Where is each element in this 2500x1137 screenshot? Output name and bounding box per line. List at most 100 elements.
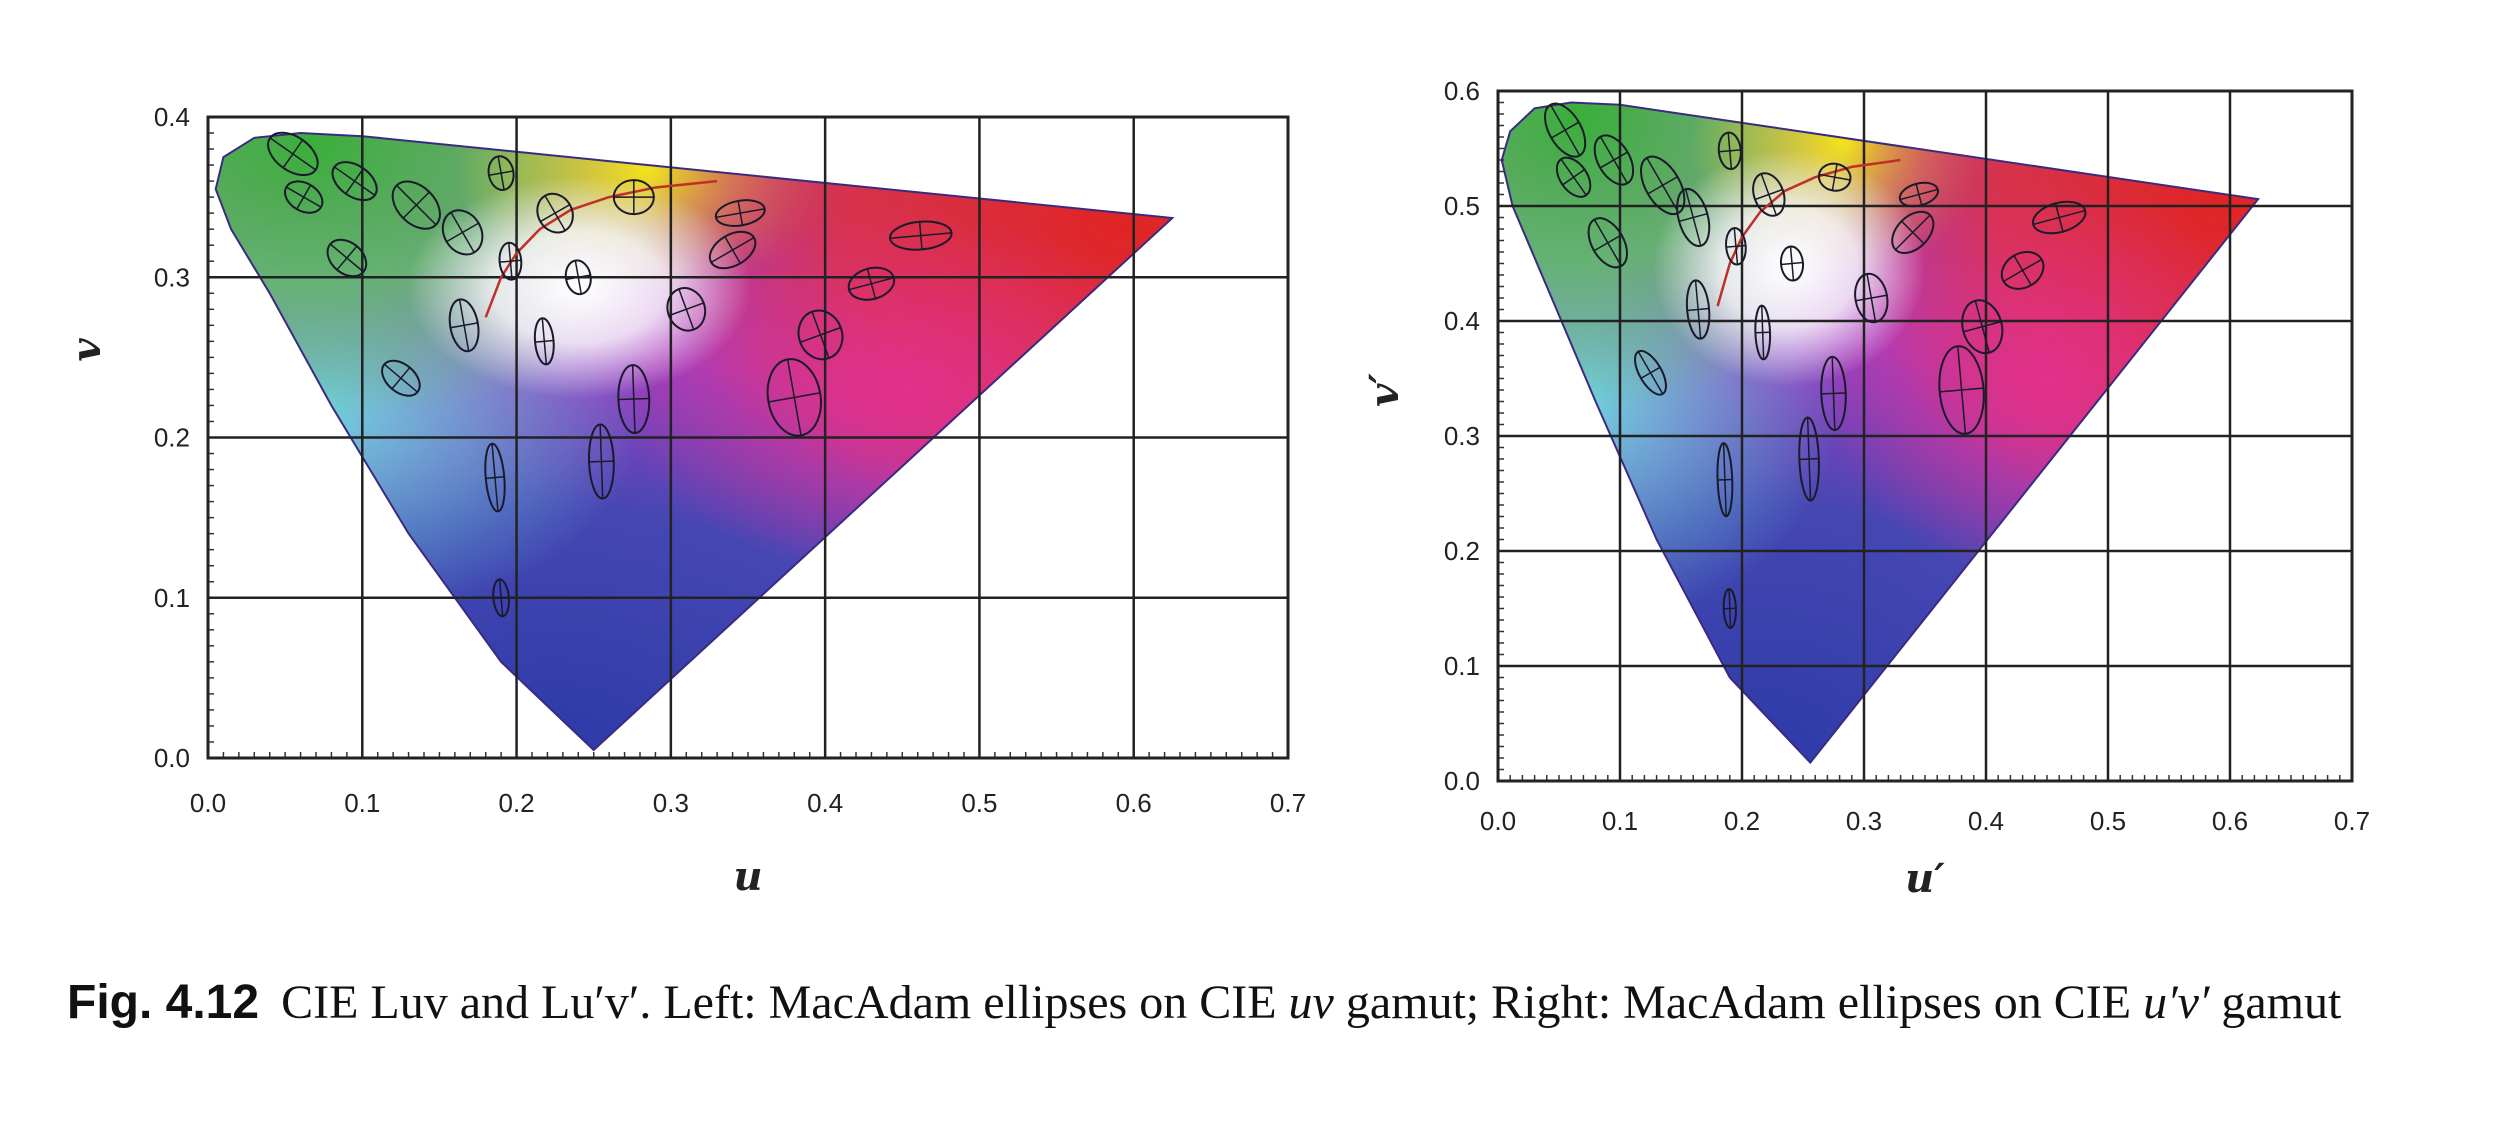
ellipse-minor-axis bbox=[1915, 183, 1923, 206]
x-axis-label: u bbox=[733, 853, 762, 900]
ellipse-outline bbox=[2000, 250, 2045, 290]
ellipse-minor-axis bbox=[1647, 176, 1678, 195]
macadam-ellipse bbox=[1779, 245, 1805, 282]
y-tick-label: 0.3 bbox=[154, 262, 190, 292]
ellipse-minor-axis bbox=[499, 259, 522, 263]
macadam-ellipse bbox=[1752, 172, 1786, 217]
ellipse-minor-axis bbox=[1726, 244, 1746, 248]
macadam-ellipse bbox=[1676, 187, 1711, 248]
ellipse-minor-axis bbox=[1799, 457, 1819, 461]
macadam-ellipse bbox=[564, 259, 592, 296]
macadam-ellipse bbox=[1938, 345, 1985, 435]
ellipse-minor-axis bbox=[2013, 255, 2032, 286]
plot-frame bbox=[1496, 89, 2354, 783]
ellipse-minor-axis bbox=[296, 184, 312, 210]
x-tick-label: 0.4 bbox=[1968, 806, 2004, 836]
macadam-ellipse bbox=[1593, 134, 1635, 186]
ellipse-minor-axis bbox=[566, 274, 591, 281]
ellipse-minor-axis bbox=[391, 367, 411, 390]
ellipse-minor-axis bbox=[1780, 261, 1804, 266]
ellipse-minor-axis bbox=[737, 200, 744, 226]
macadam-ellipse bbox=[1817, 162, 1852, 192]
ellipse-minor-axis bbox=[1593, 234, 1622, 252]
ellipse-minor-axis bbox=[768, 392, 821, 403]
macadam-ellipse bbox=[666, 287, 707, 332]
macadam-ellipse bbox=[1587, 217, 1629, 269]
gamut-color-layer bbox=[215, 133, 1173, 750]
ellipse-minor-axis bbox=[1754, 188, 1783, 201]
macadam-ellipse bbox=[1634, 349, 1667, 396]
x-tick-label: 0.2 bbox=[498, 788, 534, 818]
x-axis-label: u′ bbox=[1905, 855, 1945, 902]
ellipse-minor-axis bbox=[1821, 392, 1846, 395]
macadam-ellipse bbox=[533, 317, 555, 366]
figure-caption: Fig. 4.12 CIE Luv and Lu′v′. Left: MacAda… bbox=[67, 968, 2437, 1038]
ellipse-minor-axis bbox=[1939, 387, 1984, 393]
x-tick-label: 0.5 bbox=[961, 788, 997, 818]
macadam-ellipse bbox=[331, 161, 378, 202]
macadam-ellipse bbox=[492, 578, 510, 618]
ellipse-outline bbox=[666, 287, 707, 332]
x-tick-label: 0.2 bbox=[1724, 806, 1760, 836]
ellipse-outline bbox=[492, 578, 510, 618]
ellipse-minor-axis bbox=[668, 302, 704, 317]
macadam-ellipse bbox=[2031, 200, 2087, 235]
macadam-ellipse bbox=[536, 192, 574, 234]
macadam-ellipse bbox=[766, 358, 822, 437]
figure-label: Fig. 4.12 bbox=[67, 976, 260, 1029]
macadam-ellipse bbox=[1555, 156, 1592, 198]
ellipse-outline bbox=[1891, 210, 1935, 254]
ellipse-minor-axis bbox=[1901, 220, 1925, 245]
ellipse-minor-axis bbox=[1640, 366, 1661, 379]
x-tick-label: 0.0 bbox=[190, 788, 226, 818]
macadam-ellipse bbox=[714, 199, 766, 227]
macadam-ellipse bbox=[612, 179, 655, 216]
y-tick-label: 0.3 bbox=[1444, 421, 1480, 451]
ellipse-minor-axis bbox=[535, 339, 554, 343]
macadam-ellipse bbox=[441, 209, 484, 256]
ellipse-minor-axis bbox=[1963, 320, 2002, 333]
macadam-ellipse bbox=[797, 309, 844, 361]
ellipse-minor-axis bbox=[866, 268, 877, 299]
macadam-ellipse bbox=[381, 359, 421, 397]
macadam-ellipse bbox=[1891, 210, 1935, 254]
macadam-ellipse bbox=[1820, 355, 1847, 431]
ellipse-minor-axis bbox=[724, 236, 741, 264]
ellipse-outline bbox=[708, 230, 757, 270]
y-tick-label: 0.2 bbox=[1444, 536, 1480, 566]
macadam-ellipse bbox=[1725, 227, 1747, 266]
x-tick-label: 0.3 bbox=[653, 788, 689, 818]
ellipse-minor-axis bbox=[446, 222, 480, 243]
macadam-ellipse bbox=[1544, 102, 1587, 158]
plot-frame bbox=[206, 115, 1290, 760]
ellipse-minor-axis bbox=[618, 397, 650, 401]
x-tick-label: 0.1 bbox=[1602, 806, 1638, 836]
macadam-ellipse bbox=[1961, 299, 2004, 355]
macadam-ellipse bbox=[391, 180, 441, 230]
y-tick-label: 0.1 bbox=[1444, 651, 1480, 681]
x-tick-label: 0.6 bbox=[1116, 788, 1152, 818]
y-tick-label: 0.2 bbox=[154, 423, 190, 453]
macadam-ellipse bbox=[889, 220, 953, 251]
macadam-ellipse bbox=[1716, 442, 1734, 518]
y-axis-label: v′ bbox=[1361, 373, 1408, 407]
ellipse-minor-axis bbox=[1687, 307, 1710, 312]
x-tick-label: 0.3 bbox=[1846, 806, 1882, 836]
y-tick-label: 0.0 bbox=[154, 743, 190, 773]
ellipse-outline bbox=[1717, 131, 1742, 171]
y-tick-label: 0.4 bbox=[1444, 306, 1480, 336]
x-tick-label: 0.1 bbox=[344, 788, 380, 818]
caption-text-3: gamut bbox=[2209, 976, 2342, 1029]
macadam-ellipse bbox=[487, 155, 515, 191]
ellipse-outline bbox=[1722, 587, 1737, 630]
macadam-ellipse bbox=[1898, 181, 1939, 208]
ellipse-outline bbox=[1725, 227, 1747, 266]
macadam-ellipse bbox=[2000, 250, 2045, 290]
y-tick-label: 0.4 bbox=[154, 102, 190, 132]
macadam-ellipse bbox=[1717, 131, 1742, 171]
y-tick-label: 0.0 bbox=[1444, 766, 1480, 796]
ellipse-minor-axis bbox=[450, 322, 478, 329]
caption-text-1: CIE Luv and Lu′v′. Left: MacAdam ellipse… bbox=[281, 976, 1289, 1029]
ellipse-minor-axis bbox=[540, 203, 571, 223]
ellipse-minor-axis bbox=[1718, 149, 1741, 153]
